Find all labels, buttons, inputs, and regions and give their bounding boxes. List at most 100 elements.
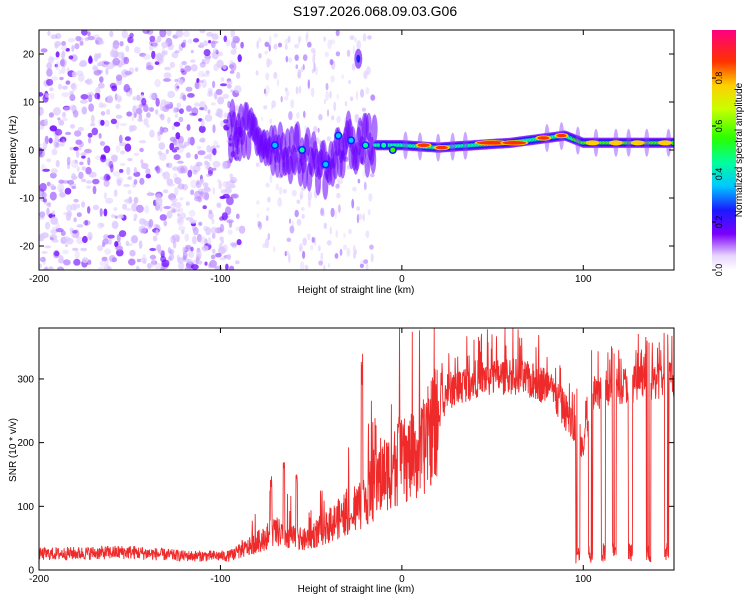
spectrogram-cell — [155, 197, 163, 206]
spectrogram-cell — [71, 45, 75, 52]
spectrogram-cell — [61, 50, 66, 58]
spectrogram-cell — [64, 243, 69, 248]
spectrogram-cell — [264, 41, 270, 47]
spectrogram-cell — [220, 189, 227, 194]
spectrogram-cell — [278, 42, 282, 48]
spectrogram-cell — [204, 160, 209, 166]
spectrogram-cell — [194, 102, 200, 107]
spectrogram-cell — [346, 247, 351, 257]
spectrogram-cell — [57, 117, 61, 121]
spectrogram-cell — [227, 229, 233, 235]
spectrogram-cell — [323, 161, 329, 167]
spectrogram-cell — [58, 255, 64, 264]
spectrogram-cell — [39, 143, 42, 147]
spectrogram-cell — [294, 121, 301, 151]
spectrogram-cell — [51, 239, 59, 243]
spectrogram-cell — [78, 61, 87, 68]
spectrogram-cell — [124, 70, 133, 76]
spectrogram-cell — [181, 229, 185, 235]
spectrogram-cell — [130, 235, 139, 244]
spectrogram-cell — [222, 93, 229, 99]
spectrogram-cell — [127, 36, 134, 44]
spectrogram-cell — [159, 214, 167, 221]
spectrogram-cell — [92, 66, 99, 71]
spectrogram-cell — [41, 192, 47, 199]
spectrogram-cell — [267, 196, 271, 203]
spectrogram-cell — [64, 187, 72, 195]
spectrogram-cell — [203, 40, 209, 47]
spectrogram-cell — [187, 93, 195, 98]
spectrogram-cell — [56, 143, 64, 147]
spectrogram-cell — [76, 212, 82, 218]
spectrogram-cell — [174, 78, 179, 83]
spectrogram-cell — [365, 87, 370, 95]
spectrogram-cell — [219, 257, 226, 261]
spectrogram-cell — [87, 35, 96, 41]
spectrogram-cell — [98, 40, 105, 45]
spectrogram-cell — [182, 251, 188, 259]
spectrogram-cell — [238, 225, 246, 234]
spectrogram-cell — [172, 166, 179, 171]
spectrogram-cell — [155, 97, 160, 107]
spectrogram-cell — [103, 179, 110, 188]
spectrogram-cell — [302, 250, 306, 259]
spectrogram-cell — [51, 226, 59, 231]
spectrogram-cell — [66, 204, 73, 213]
spectrogram-cell — [348, 137, 354, 143]
spectrogram-cell — [125, 198, 133, 205]
spectrogram-cell — [112, 171, 121, 177]
spectrogram-cell — [163, 72, 172, 79]
spectrogram-cell — [334, 209, 337, 220]
spectrogram-cell — [402, 131, 408, 160]
spectrogram-cell — [199, 42, 204, 48]
spectrogram-cell — [49, 125, 58, 132]
spectrogram-cell — [264, 238, 270, 249]
spectrogram-cell — [298, 36, 301, 46]
spectrogram-cell — [236, 71, 241, 80]
spectrogram-cell — [151, 92, 158, 101]
spectrogram-cell — [115, 103, 121, 110]
spectrogram-y-ticks: 20 10 0 -10 -20 — [20, 50, 674, 253]
spectrogram-cell — [78, 171, 84, 180]
spectrogram-cell — [264, 91, 268, 97]
spectrogram-cell — [87, 56, 93, 65]
spectrogram-cell — [81, 152, 87, 156]
spectrogram-cell — [87, 157, 91, 166]
spectrogram-cell — [366, 66, 371, 75]
spectrogram-x-tick-label: 100 — [575, 274, 592, 285]
spectrogram-cell — [298, 35, 302, 42]
spectrogram-cell — [173, 146, 180, 151]
spectrogram-cell — [349, 35, 355, 41]
spectrogram-cell — [230, 242, 238, 247]
spectrogram-cell — [70, 83, 76, 90]
spectrogram-cell — [215, 88, 223, 96]
spectrogram-cell — [190, 189, 195, 196]
spectrogram-cell — [318, 260, 324, 266]
spectrogram-cell — [49, 92, 55, 100]
spectrogram-cell — [51, 148, 58, 156]
spectrogram-cell — [304, 264, 309, 270]
spectrogram-y-label: Frequency (Hz) — [8, 116, 19, 185]
spectrogram-cell — [174, 187, 179, 196]
spectrogram-cell — [362, 33, 367, 42]
spectrogram-cell — [60, 139, 66, 147]
spectrogram-y-tick-label: 10 — [23, 98, 35, 109]
spectrogram-cell — [363, 259, 369, 264]
spectrogram-cell — [290, 99, 295, 109]
spectrogram-cell — [178, 207, 184, 213]
spectrogram-cell — [115, 120, 120, 130]
spectrogram-cell — [181, 42, 186, 48]
spectrogram-cell — [140, 92, 144, 96]
colorbar-tick-label: 0.0 — [714, 264, 724, 277]
spectrogram-cell — [337, 177, 340, 188]
spectrogram-cell — [77, 126, 84, 132]
spectrogram-cell — [133, 213, 138, 219]
spectrogram-cell — [187, 137, 192, 144]
spectrogram-cell — [81, 106, 88, 115]
spectrogram-y-tick-label: 20 — [23, 50, 35, 61]
spectrogram-cell — [39, 182, 47, 192]
spectrogram-cell — [363, 181, 367, 191]
spectrogram-cell — [69, 183, 77, 188]
spectrogram-cell — [151, 50, 156, 60]
spectrogram-cell — [46, 78, 54, 86]
